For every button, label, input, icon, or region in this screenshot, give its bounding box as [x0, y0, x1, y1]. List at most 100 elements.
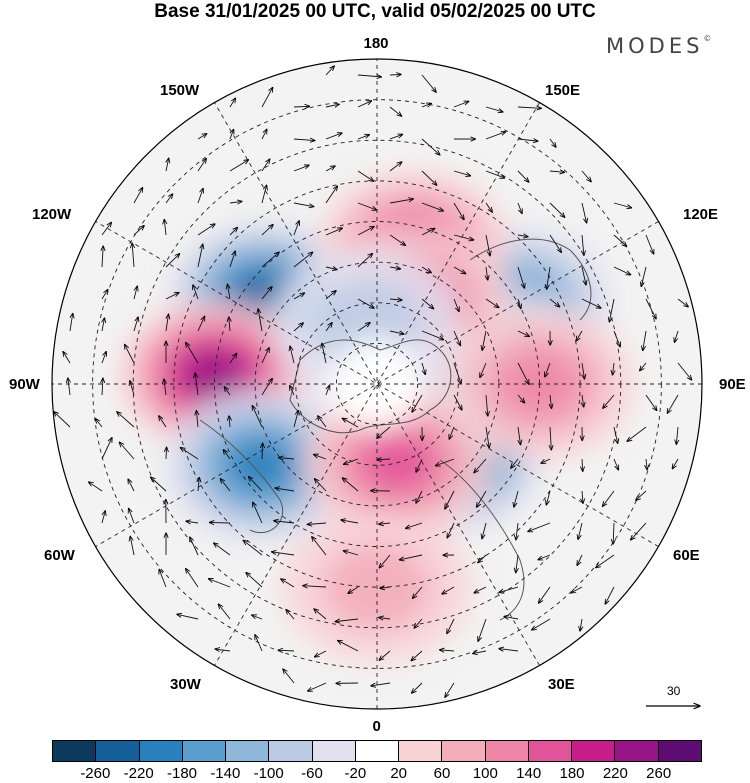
wind-arrow [613, 522, 614, 544]
wind-arrow [421, 298, 434, 309]
colorbar-tick-label: -20 [344, 765, 367, 782]
wind-arrow [357, 323, 370, 332]
wind-arrow [549, 171, 564, 172]
wind-arrow [246, 573, 263, 588]
wind-arrow [412, 682, 423, 693]
reference-vector-label: 30 [667, 684, 681, 698]
wind-arrow [447, 522, 455, 538]
wind-arrow [293, 252, 313, 268]
wind-arrow [348, 586, 359, 593]
map-boundary [51, 58, 703, 710]
wind-arrow [102, 378, 103, 396]
wind-arrow [89, 482, 103, 492]
colorbar-cell [399, 741, 443, 761]
wind-arrow [275, 488, 295, 492]
wind-arrow [453, 234, 474, 240]
wind-arrow [119, 442, 135, 460]
wind-arrow [581, 170, 591, 182]
coastlines [199, 238, 592, 621]
wind-arrow [133, 286, 137, 300]
wind-arrow [314, 479, 327, 492]
wind-arrow [414, 618, 423, 628]
wind-arrow [517, 170, 529, 182]
wind-arrow [229, 227, 238, 236]
wind-arrow [672, 458, 679, 469]
wind-arrow [435, 458, 455, 466]
wind-arrow [293, 410, 298, 428]
wind-arrow [290, 346, 295, 364]
colorbar-cell [269, 741, 313, 761]
wind-arrow [518, 426, 521, 445]
wind-arrow [325, 228, 342, 236]
wind-arrow [165, 293, 179, 300]
wind-arrow [596, 554, 615, 568]
wind-arrow [338, 640, 359, 652]
anomaly-contour [229, 440, 292, 491]
wind-arrow [357, 253, 373, 268]
wind-arrow [283, 669, 295, 684]
wind-arrow [676, 426, 678, 444]
wind-arrow [486, 266, 488, 280]
wind-arrow [325, 291, 336, 300]
wind-arrow [485, 106, 503, 112]
wind-arrow [209, 522, 231, 523]
wind-arrow [258, 309, 263, 332]
wind-arrow [421, 202, 443, 211]
wind-arrow [389, 162, 402, 172]
colorbar-tick-label: -180 [166, 765, 198, 782]
wind-arrow [343, 551, 359, 556]
wind-arrow [389, 106, 402, 116]
wind-arrow [197, 134, 207, 140]
wind-arrow [582, 362, 584, 379]
wind-arrow [411, 650, 423, 661]
longitude-label: 90E [719, 376, 746, 393]
wind-arrow [214, 543, 231, 556]
wind-arrow [342, 478, 359, 492]
wind-arrow [486, 394, 488, 416]
wind-arrow [261, 378, 272, 396]
wind-arrow [164, 379, 166, 396]
wind-arrow [165, 254, 180, 268]
wind-arrow [229, 98, 236, 108]
wind-arrow [613, 266, 631, 275]
wind-arrow [307, 523, 327, 525]
wind-arrow [357, 135, 369, 140]
colorbar-tick-label: 260 [646, 765, 672, 782]
wind-arrow [379, 617, 391, 619]
wind-arrow [357, 101, 372, 108]
wind-arrow [229, 317, 230, 332]
wind-arrow [159, 416, 167, 428]
wind-arrow [421, 228, 435, 236]
wind-arrow [412, 586, 423, 598]
wind-arrow [325, 166, 335, 172]
colorbar-cell [139, 741, 183, 761]
wind-arrow [133, 317, 138, 332]
colorbar-cell [572, 741, 616, 761]
wind-arrow [442, 586, 455, 594]
colorbar-cell [53, 741, 97, 761]
wind-arrow [293, 165, 309, 172]
wind-arrow [252, 615, 263, 620]
wind-arrow [646, 458, 647, 470]
wind-arrow [605, 586, 615, 604]
wind-arrow [582, 458, 583, 471]
wind-arrow [389, 299, 402, 300]
wind-arrow [261, 185, 267, 204]
lat-lon-grid [52, 59, 702, 709]
wind-arrow [504, 616, 519, 619]
wind-arrow [197, 159, 206, 172]
wind-arrow [101, 290, 108, 300]
wind-arrow [421, 330, 444, 340]
wind-arrow [101, 352, 106, 364]
colorbar-cell [182, 741, 227, 761]
wind-arrow [261, 287, 272, 300]
wind-arrow [485, 132, 506, 140]
wind-arrow [229, 129, 234, 140]
wind-arrow [482, 522, 487, 539]
colorbar-cell [528, 741, 573, 761]
brand-logo: MODES© [606, 34, 711, 58]
wind-arrow [95, 419, 103, 428]
wind-arrow [445, 490, 455, 509]
wind-arrow [516, 554, 518, 573]
